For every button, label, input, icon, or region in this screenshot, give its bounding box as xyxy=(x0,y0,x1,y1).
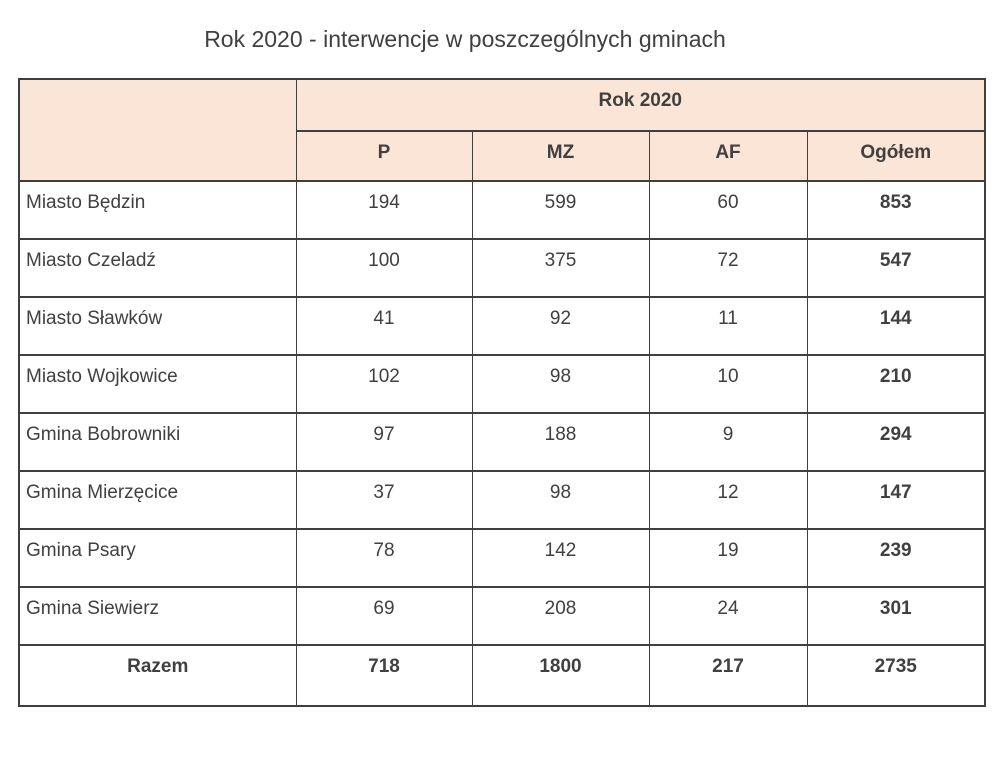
table-row: Miasto Będzin 194 599 60 853 xyxy=(18,180,986,240)
cell-af: 11 xyxy=(648,296,808,356)
summary-label: Razem xyxy=(18,644,297,707)
cell-p: 102 xyxy=(295,354,473,414)
cell-total: 239 xyxy=(806,528,986,588)
column-header-ogolem: Ogółem xyxy=(806,130,986,182)
summary-p: 718 xyxy=(295,644,473,707)
cell-total: 144 xyxy=(806,296,986,356)
table-row: Miasto Czeladź 100 375 72 547 xyxy=(18,238,986,298)
cell-mz: 98 xyxy=(471,354,650,414)
table-row: Miasto Wojkowice 102 98 10 210 xyxy=(18,354,986,414)
page-title: Rok 2020 - interwencje w poszczególnych … xyxy=(204,26,726,52)
cell-p: 97 xyxy=(295,412,473,472)
cell-p: 78 xyxy=(295,528,473,588)
cell-total: 147 xyxy=(806,470,986,530)
cell-p: 69 xyxy=(295,586,473,646)
column-header-af: AF xyxy=(648,130,808,182)
year-header-cell: Rok 2020 xyxy=(295,78,986,132)
summary-af: 217 xyxy=(648,644,808,707)
cell-af: 19 xyxy=(648,528,808,588)
cell-af: 12 xyxy=(648,470,808,530)
cell-total: 301 xyxy=(806,586,986,646)
summary-mz: 1800 xyxy=(471,644,650,707)
cell-af: 10 xyxy=(648,354,808,414)
row-label: Gmina Psary xyxy=(18,528,297,588)
cell-total: 210 xyxy=(806,354,986,414)
cell-mz: 98 xyxy=(471,470,650,530)
cell-mz: 375 xyxy=(471,238,650,298)
table-header-year-row: Rok 2020 xyxy=(18,78,986,182)
row-label: Miasto Czeladź xyxy=(18,238,297,298)
row-label: Gmina Bobrowniki xyxy=(18,412,297,472)
table-header-columns-row: P MZ AF Ogółem xyxy=(19,130,986,182)
cell-p: 41 xyxy=(295,296,473,356)
table-row: Gmina Psary 78 142 19 239 xyxy=(18,528,986,588)
row-label: Miasto Będzin xyxy=(18,180,297,240)
row-label: Miasto Sławków xyxy=(18,296,297,356)
cell-af: 24 xyxy=(648,586,808,646)
table-row: Miasto Sławków 41 92 11 144 xyxy=(18,296,986,356)
corner-header-cell xyxy=(18,78,297,182)
row-label: Gmina Mierzęcice xyxy=(18,470,297,530)
cell-af: 9 xyxy=(648,412,808,472)
cell-total: 853 xyxy=(806,180,986,240)
cell-p: 194 xyxy=(295,180,473,240)
cell-mz: 188 xyxy=(471,412,650,472)
cell-p: 37 xyxy=(295,470,473,530)
cell-af: 60 xyxy=(648,180,808,240)
table-row: Gmina Bobrowniki 97 188 9 294 xyxy=(18,412,986,472)
cell-mz: 92 xyxy=(471,296,650,356)
table-row: Gmina Mierzęcice 37 98 12 147 xyxy=(18,470,986,530)
cell-p: 100 xyxy=(295,238,473,298)
summary-row: Razem 718 1800 217 2735 xyxy=(18,644,986,707)
summary-total: 2735 xyxy=(806,644,986,707)
cell-mz: 208 xyxy=(471,586,650,646)
cell-total: 294 xyxy=(806,412,986,472)
cell-af: 72 xyxy=(648,238,808,298)
column-header-p: P xyxy=(295,130,473,182)
interventions-table: Rok 2020 P MZ AF Ogółem Miasto Będzin 19… xyxy=(18,78,987,707)
cell-mz: 142 xyxy=(471,528,650,588)
cell-total: 547 xyxy=(806,238,986,298)
row-label: Gmina Siewierz xyxy=(18,586,297,646)
row-label: Miasto Wojkowice xyxy=(18,354,297,414)
cell-mz: 599 xyxy=(471,180,650,240)
table-row: Gmina Siewierz 69 208 24 301 xyxy=(18,586,986,646)
column-header-mz: MZ xyxy=(471,130,650,182)
